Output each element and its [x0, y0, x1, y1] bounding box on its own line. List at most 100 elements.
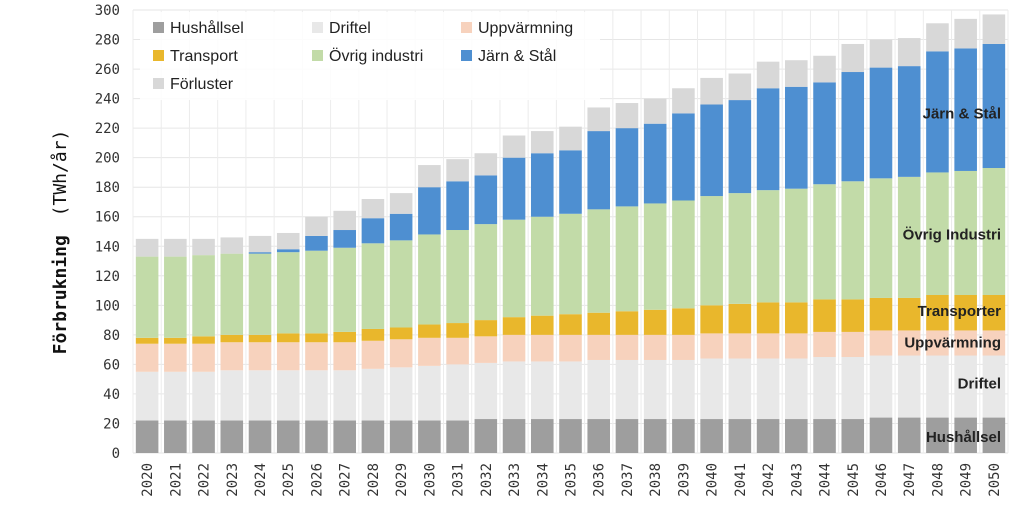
- x-tick-label: 2046: [874, 463, 890, 497]
- y-tick-label: 80: [103, 328, 120, 344]
- bar-segment: [276, 252, 300, 334]
- series-annotation: Transporter: [918, 303, 1002, 320]
- bar-segment: [474, 224, 498, 321]
- bar-segment: [248, 370, 272, 421]
- y-tick-label: 160: [95, 210, 120, 226]
- bar-segment: [587, 107, 611, 132]
- bar-segment: [728, 419, 752, 453]
- legend: Hushållsel Driftel Uppvärmning Transport Övr…: [140, 12, 600, 100]
- bar-segment: [615, 311, 639, 335]
- bar-segment: [643, 203, 667, 310]
- bar-segment: [192, 255, 215, 337]
- bar-segment: [756, 190, 780, 303]
- series-annotation: Uppvärmning: [904, 334, 1001, 351]
- x-tick-label: 2039: [676, 463, 692, 497]
- y-tick-label: 0: [112, 446, 120, 462]
- bar-segment: [615, 206, 639, 312]
- bar-segment: [982, 355, 1006, 418]
- bar-segment: [446, 420, 469, 453]
- bar-segment: [164, 238, 187, 257]
- bar-segment: [220, 334, 244, 343]
- y-tick-label: 180: [95, 180, 120, 196]
- bar-segment: [841, 72, 865, 182]
- bar-segment: [954, 294, 977, 331]
- bar-segment: [389, 367, 413, 421]
- bar-segment: [700, 104, 723, 197]
- bar-segment: [785, 302, 808, 334]
- bar-segment: [841, 299, 865, 332]
- bar-segment: [389, 420, 413, 453]
- x-tick-label: 2040: [705, 463, 721, 497]
- y-tick-label: 200: [95, 151, 120, 167]
- y-axis-label-unit: (TWh/år): [50, 130, 71, 217]
- bar-segment: [333, 247, 356, 332]
- x-tick-label: 2032: [479, 463, 495, 497]
- x-tick-label: 2030: [422, 463, 438, 497]
- bar-segment: [502, 317, 526, 335]
- bar-segment: [926, 417, 949, 453]
- bar-segment: [785, 358, 808, 420]
- x-tick-label: 2049: [959, 463, 975, 497]
- bar-segment: [389, 327, 413, 340]
- bar-segment: [982, 14, 1006, 44]
- bar-segment: [643, 309, 667, 335]
- bar-segment: [305, 250, 328, 334]
- bar-segment: [954, 330, 977, 356]
- bar-segment: [756, 302, 780, 334]
- x-axis-ticks: 2020 2021 2022 2023 2024 2025 2026 2027 2028 2029…: [140, 463, 1003, 497]
- bar-segment: [361, 243, 385, 329]
- bar-segment: [135, 343, 159, 372]
- bar-segment: [305, 342, 328, 371]
- bar-segment: [700, 358, 723, 420]
- x-tick-label: 2036: [592, 463, 608, 497]
- bar-segment: [530, 419, 554, 453]
- bar-segment: [643, 123, 667, 204]
- bar-segment: [192, 238, 215, 256]
- bar-segment: [276, 333, 300, 343]
- bar-segment: [672, 113, 695, 201]
- bar-segment: [813, 419, 836, 453]
- series-annotation: Driftel: [958, 376, 1001, 393]
- x-tick-label: 2028: [366, 463, 382, 497]
- bar-segment: [841, 181, 865, 300]
- legend-swatch: [461, 22, 472, 33]
- bar-segment: [559, 150, 582, 214]
- bar-segment: [164, 343, 187, 372]
- bar-segment: [954, 18, 977, 49]
- x-tick-label: 2023: [225, 463, 241, 497]
- bar-segment: [897, 176, 921, 298]
- bar-segment: [587, 131, 611, 210]
- bar-segment: [672, 419, 695, 453]
- x-tick-label: 2038: [648, 463, 664, 497]
- bar-segment: [897, 330, 921, 356]
- bar-segment: [305, 420, 328, 453]
- bar-segment: [474, 175, 498, 225]
- legend-label: Hushållsel: [170, 19, 244, 37]
- bar-segment: [728, 73, 752, 101]
- bar-segment: [135, 238, 159, 257]
- bar-segment: [446, 159, 469, 182]
- bar-segment: [954, 355, 977, 418]
- bar-segment: [389, 213, 413, 241]
- bar-segment: [559, 334, 582, 362]
- x-tick-label: 2033: [507, 463, 523, 497]
- bar-segment: [276, 232, 300, 250]
- bar-segment: [756, 419, 780, 453]
- bar-segment: [530, 334, 554, 362]
- bar-segment: [841, 331, 865, 358]
- legend-swatch: [312, 22, 323, 33]
- bar-segment: [333, 210, 356, 231]
- x-tick-label: 2045: [846, 463, 862, 497]
- series-annotation: Övrig Industri: [903, 226, 1001, 243]
- bar-segment: [982, 168, 1006, 295]
- legend-background: [140, 12, 600, 100]
- bar-segment: [587, 359, 611, 420]
- bar-segment: [164, 420, 187, 453]
- bar-segment: [869, 178, 893, 298]
- x-tick-label: 2035: [564, 463, 580, 497]
- bar-segment: [813, 82, 836, 185]
- bar-segment: [418, 165, 441, 188]
- bar-segment: [785, 86, 808, 189]
- bar-segment: [305, 216, 328, 236]
